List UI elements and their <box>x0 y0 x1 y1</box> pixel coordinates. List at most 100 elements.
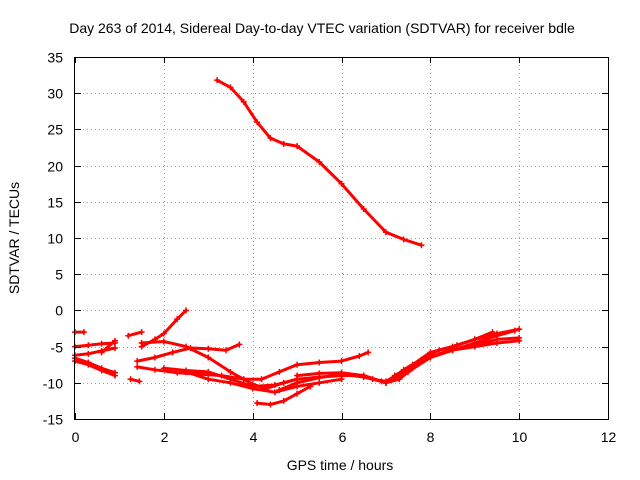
data-point <box>98 349 105 356</box>
y-tick-label: 35 <box>47 50 63 66</box>
y-tick-label: -10 <box>43 376 63 392</box>
data-point <box>85 361 92 368</box>
data-point <box>227 379 234 386</box>
y-tick-label: 10 <box>47 231 63 247</box>
y-tick-label: 5 <box>55 267 63 283</box>
data-point <box>160 338 167 345</box>
data-point <box>294 143 301 150</box>
data-point <box>223 347 230 354</box>
data-point <box>369 376 376 383</box>
x-tick-label: 2 <box>161 429 169 445</box>
data-point <box>227 84 234 91</box>
plot-frame <box>74 57 609 420</box>
y-tick-label: 30 <box>47 86 63 102</box>
x-tick-label: 8 <box>427 429 435 445</box>
data-point <box>240 98 247 105</box>
data-point <box>400 236 407 243</box>
data-point <box>267 135 274 142</box>
data-point <box>280 140 287 147</box>
data-point <box>294 372 301 379</box>
data-point <box>493 336 500 343</box>
series-line-7 <box>100 339 117 354</box>
series-layer <box>72 77 523 408</box>
data-point <box>418 242 425 249</box>
data-point <box>258 376 265 383</box>
data-point <box>214 77 221 84</box>
data-point <box>360 206 367 213</box>
data-point <box>307 383 314 390</box>
series-line-5 <box>73 359 117 378</box>
data-point <box>316 359 323 366</box>
data-point <box>280 397 287 404</box>
data-point <box>136 378 143 385</box>
data-point <box>516 326 523 333</box>
data-point <box>356 353 363 360</box>
data-point <box>382 379 389 386</box>
data-point <box>360 372 367 379</box>
data-point <box>160 330 167 337</box>
data-point <box>489 329 496 336</box>
data-point <box>316 158 323 165</box>
data-point <box>276 368 283 375</box>
data-point <box>365 349 372 356</box>
data-point <box>134 363 141 370</box>
data-point <box>98 340 105 347</box>
x-tick-label: 12 <box>601 429 617 445</box>
series-line-4 <box>73 356 117 375</box>
data-point <box>294 379 301 386</box>
data-point <box>205 368 212 375</box>
data-point <box>453 342 460 349</box>
series-line-19 <box>371 329 517 383</box>
data-point <box>183 343 190 350</box>
data-point <box>111 372 118 379</box>
data-point <box>400 366 407 373</box>
chart-title: Day 263 of 2014, Sidereal Day-to-day VTE… <box>69 20 575 36</box>
data-point <box>280 379 287 386</box>
data-point <box>174 316 181 323</box>
data-point <box>338 376 345 383</box>
data-point <box>338 180 345 187</box>
data-point <box>254 119 261 126</box>
data-point <box>271 389 278 396</box>
y-tick-label: 15 <box>47 195 63 211</box>
data-point <box>236 341 243 348</box>
data-point <box>418 356 425 363</box>
y-tick-label: 25 <box>47 122 63 138</box>
data-point <box>169 349 176 356</box>
data-point <box>98 367 105 374</box>
x-tick-label: 0 <box>72 429 80 445</box>
data-point <box>85 342 92 349</box>
data-point <box>151 366 158 373</box>
data-point <box>391 372 398 379</box>
x-tick-label: 6 <box>339 429 347 445</box>
data-point <box>316 379 323 386</box>
data-point <box>382 229 389 236</box>
x-tick-label: 10 <box>512 429 528 445</box>
y-tick-label: 20 <box>47 159 63 175</box>
y-tick-label: -5 <box>51 340 64 356</box>
data-point <box>80 329 87 336</box>
y-tick-label: 0 <box>55 303 63 319</box>
data-point <box>338 369 345 376</box>
data-point <box>227 368 234 375</box>
series-line-15 <box>184 370 343 394</box>
series-line-2 <box>73 341 117 349</box>
series-line-22 <box>402 330 494 372</box>
x-axis-label: GPS time / hours <box>287 457 394 473</box>
data-point <box>138 329 145 336</box>
data-point <box>111 337 118 344</box>
data-point <box>267 401 274 408</box>
data-point <box>205 376 212 383</box>
data-point <box>254 400 261 407</box>
data-point <box>205 345 212 352</box>
data-point <box>127 376 134 383</box>
y-tick-label: -15 <box>43 412 63 428</box>
grid-layer <box>75 57 608 419</box>
data-point <box>493 330 500 337</box>
data-point <box>138 339 145 346</box>
data-point <box>316 370 323 377</box>
data-point <box>294 390 301 397</box>
data-point <box>125 332 132 339</box>
data-point <box>134 358 141 365</box>
